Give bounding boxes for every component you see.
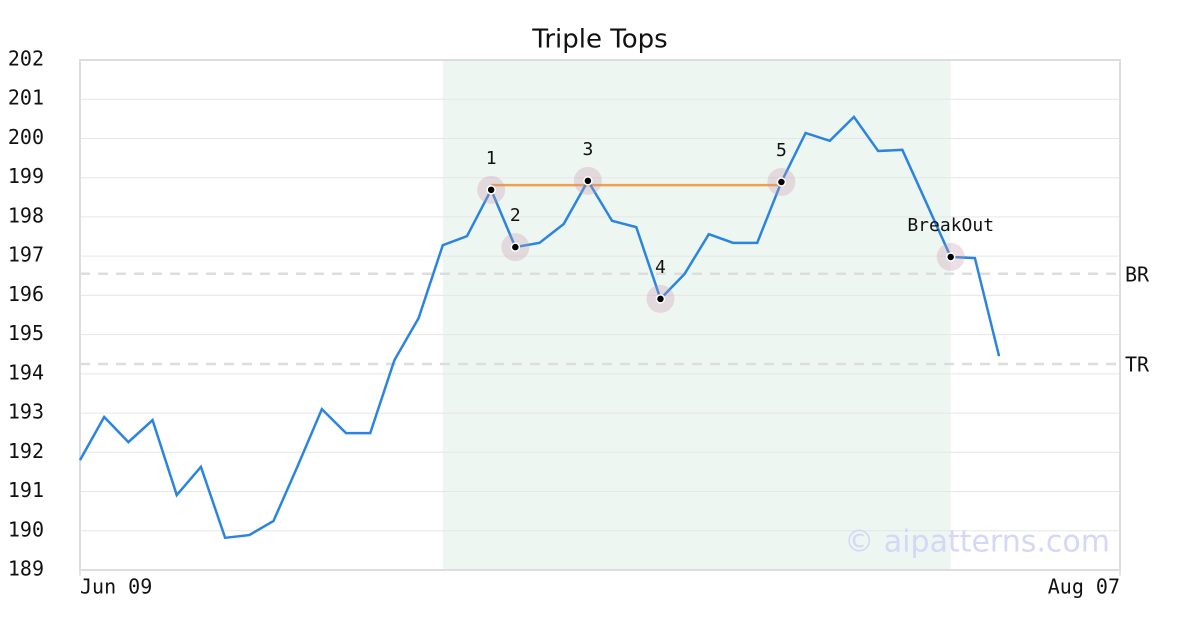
y-tick-label: 189 [8,557,44,581]
y-tick-label: 195 [8,321,44,345]
marker-dot [486,185,496,195]
level-label: TR [1125,353,1150,377]
y-tick-label: 190 [8,517,44,541]
chart-title: Triple Tops [531,25,667,55]
marker-label: 5 [776,140,787,161]
y-tick-label: 196 [8,282,44,306]
marker-label: 2 [510,205,521,226]
y-tick-label: 202 [8,47,44,71]
x-tick-label: Jun 09 [80,575,152,599]
marker-label: 1 [486,148,497,169]
price-line [78,114,1001,540]
watermark: © aipatterns.com [844,525,1110,560]
marker-dot [776,177,787,187]
marker-dot [655,294,666,304]
y-tick-label: 201 [8,86,44,110]
marker-label: BreakOut [907,215,994,236]
y-tick-label: 198 [8,203,44,227]
marker-dot [583,176,593,186]
plot-frame [79,59,1121,571]
marker-label: 3 [582,139,593,160]
y-tick-label: 192 [8,439,44,463]
marker-dot [510,242,521,252]
marker-dot [945,252,956,262]
y-tick-label: 194 [8,360,44,384]
marker-label: 4 [655,257,666,278]
y-tick-label: 197 [8,243,44,267]
y-tick-label: 191 [8,478,44,502]
x-tick-label: Aug 07 [1048,575,1120,599]
pattern-region [442,60,951,570]
y-tick-label: 199 [8,164,44,188]
level-label: BR [1125,262,1150,286]
y-tick-label: 200 [8,125,44,149]
y-tick-label: 193 [8,400,44,424]
